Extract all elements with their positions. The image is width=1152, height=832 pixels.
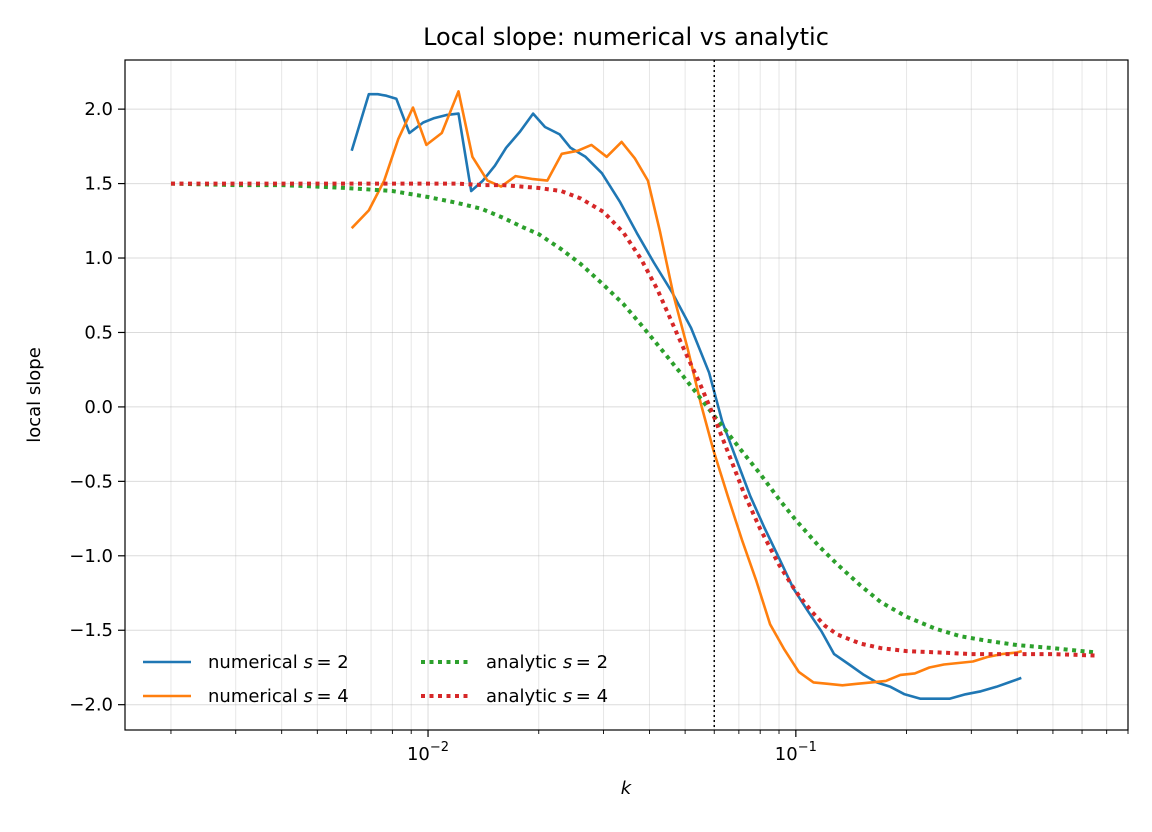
y-tick-label: 0.0	[84, 397, 113, 418]
series-layer	[170, 90, 1098, 701]
series-line-analytic-s-2	[170, 181, 1098, 655]
series-line-analytic-s-4	[171, 181, 1098, 658]
y-tick-label: −1.0	[69, 546, 113, 567]
x-axis-label: k	[621, 778, 633, 799]
y-axis: −2.0 −1.5 −1.0 −0.5 0.0 0.5 1.0 1.5 2.0	[69, 99, 125, 716]
y-tick-label: 1.0	[84, 248, 113, 269]
plot-frame	[124, 59, 1129, 731]
y-tick-label: −2.0	[69, 695, 113, 716]
y-tick-label: −1.5	[69, 620, 113, 641]
x-tick-label: 10−1	[775, 740, 817, 765]
y-tick-label: −0.5	[69, 471, 113, 492]
y-tick-label: 2.0	[84, 99, 113, 120]
x-tick-label: 10−2	[407, 740, 449, 765]
y-axis-label: local slope	[24, 347, 45, 443]
x-axis: 10−2 10−1	[170, 730, 1129, 765]
legend: numerical s = 2 numerical s = 4 analytic s…	[143, 652, 608, 707]
y-tick-label: 0.5	[84, 322, 113, 343]
legend-label-analytic-s-4: analytic s = 4	[486, 686, 608, 707]
legend-label-numerical-s-2: numerical s = 2	[208, 652, 349, 673]
chart-title: Local slope: numerical vs analytic	[423, 23, 829, 51]
legend-label-numerical-s-4: numerical s = 4	[208, 686, 349, 707]
y-tick-label: 1.5	[84, 174, 113, 195]
series-line-numerical-s-4	[350, 90, 1023, 687]
legend-label-analytic-s-2: analytic s = 2	[486, 652, 608, 673]
